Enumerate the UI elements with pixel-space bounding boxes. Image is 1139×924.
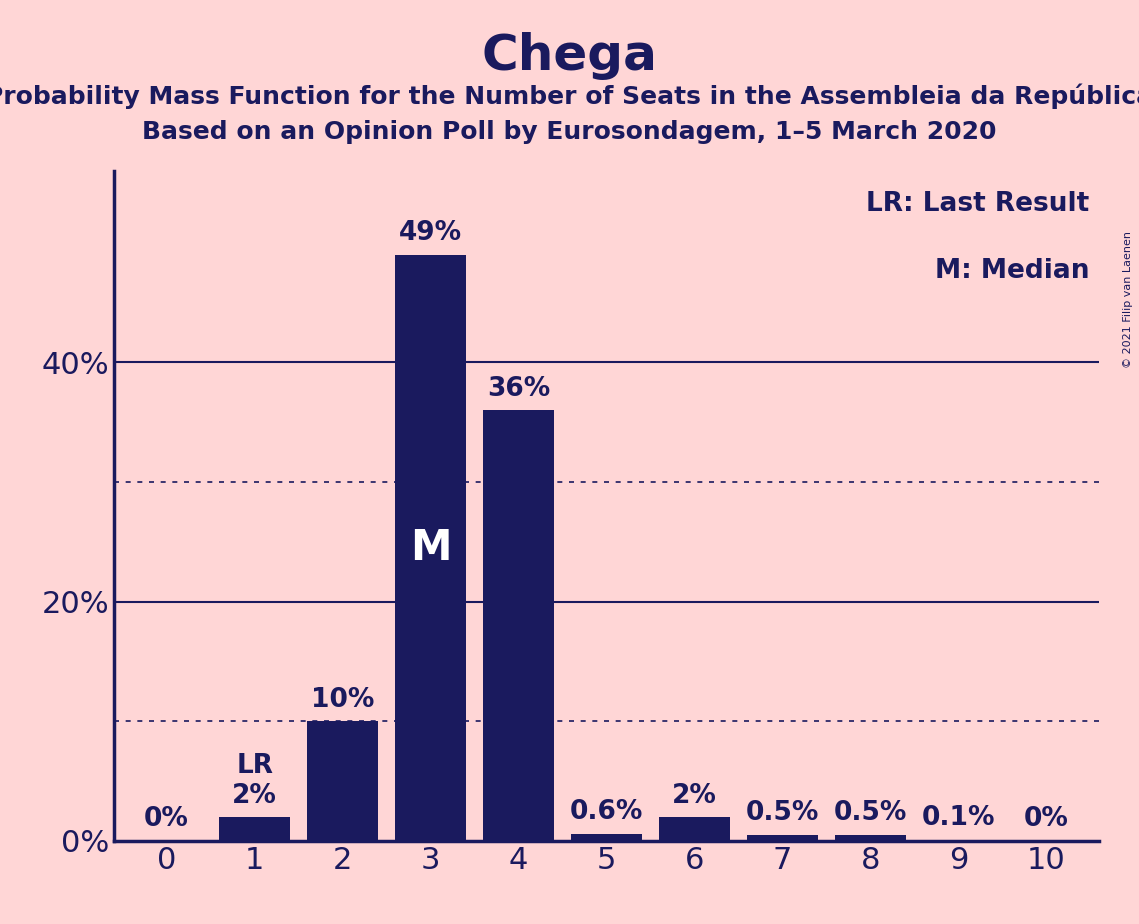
Bar xyxy=(835,835,906,841)
Text: 2%: 2% xyxy=(672,783,716,808)
Text: 0.5%: 0.5% xyxy=(746,800,819,826)
Bar xyxy=(395,255,466,841)
Text: 0.5%: 0.5% xyxy=(834,800,907,826)
Text: 0.1%: 0.1% xyxy=(921,806,995,832)
Bar xyxy=(308,722,378,841)
Text: 49%: 49% xyxy=(399,220,462,247)
Text: M: Median: M: Median xyxy=(935,258,1089,284)
Text: 2%: 2% xyxy=(232,783,277,808)
Bar xyxy=(220,817,289,841)
Text: © 2021 Filip van Laenen: © 2021 Filip van Laenen xyxy=(1123,231,1133,368)
Text: LR: Last Result: LR: Last Result xyxy=(866,191,1089,217)
Text: Chega: Chega xyxy=(482,32,657,80)
Text: 10%: 10% xyxy=(311,687,375,712)
Bar xyxy=(659,817,730,841)
Bar xyxy=(483,410,554,841)
Bar xyxy=(572,833,641,841)
Text: 0%: 0% xyxy=(1024,807,1068,833)
Text: Probability Mass Function for the Number of Seats in the Assembleia da República: Probability Mass Function for the Number… xyxy=(0,83,1139,109)
Bar xyxy=(747,835,818,841)
Bar xyxy=(924,840,993,841)
Text: M: M xyxy=(410,527,451,569)
Text: 36%: 36% xyxy=(487,376,550,402)
Text: 0.6%: 0.6% xyxy=(570,799,644,825)
Text: LR: LR xyxy=(236,753,273,779)
Text: Based on an Opinion Poll by Eurosondagem, 1–5 March 2020: Based on an Opinion Poll by Eurosondagem… xyxy=(142,120,997,144)
Text: 0%: 0% xyxy=(145,807,189,833)
